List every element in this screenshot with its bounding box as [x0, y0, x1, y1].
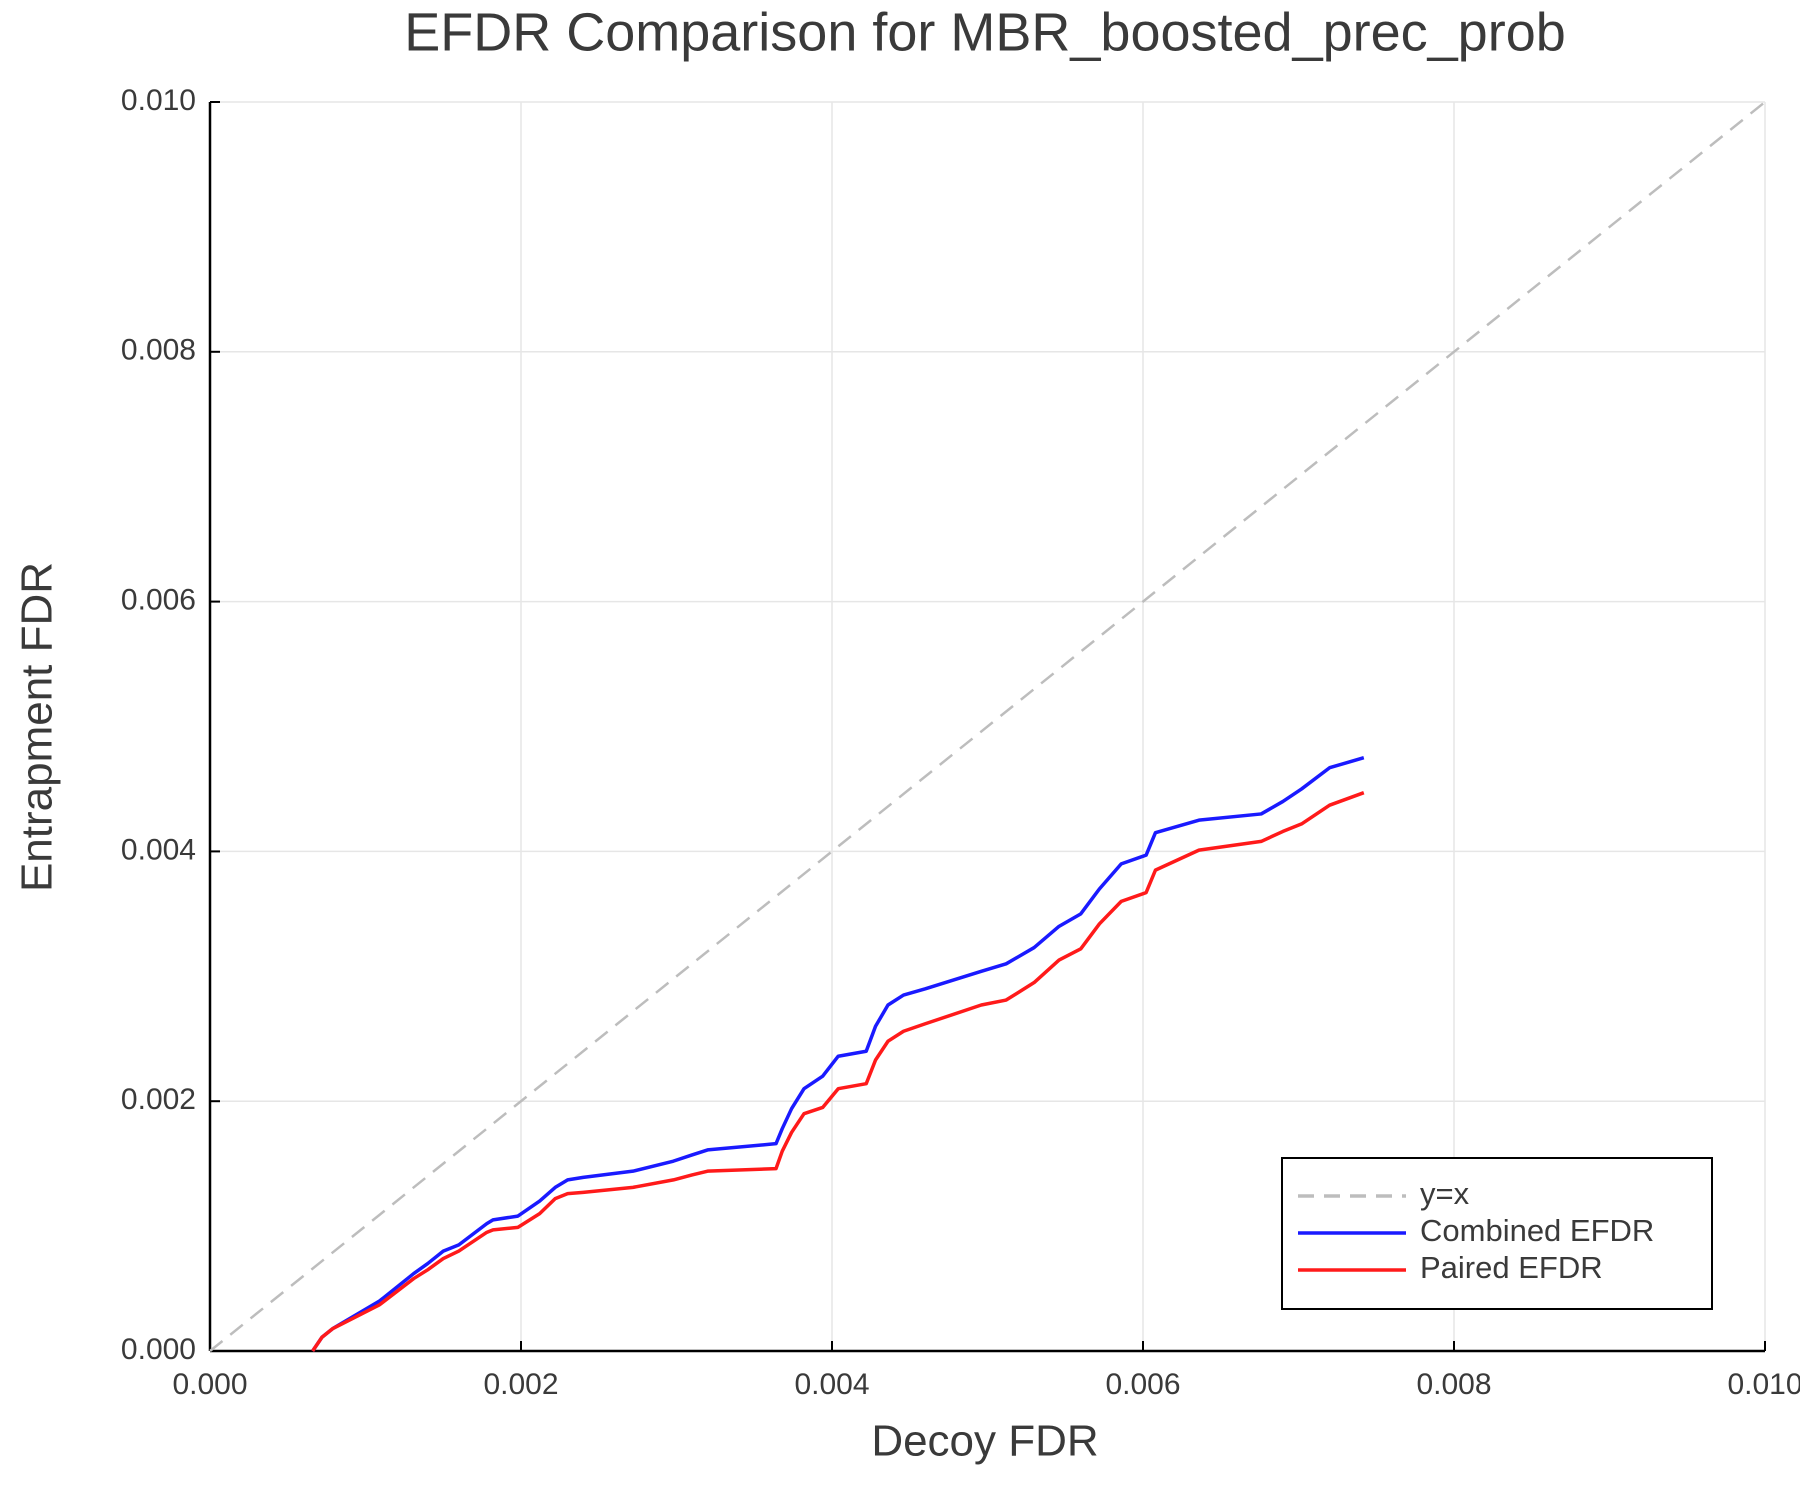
legend-label: Combined EFDR	[1420, 1213, 1654, 1248]
x-tick-label: 0.000	[172, 1368, 247, 1401]
x-tick-label: 0.008	[1416, 1368, 1491, 1401]
series-line	[311, 756, 1365, 1352]
series-line	[311, 791, 1365, 1352]
x-tick-label: 0.010	[1727, 1368, 1800, 1401]
x-tick-label: 0.002	[483, 1368, 558, 1401]
chart-title: EFDR Comparison for MBR_boosted_prec_pro…	[404, 2, 1566, 62]
y-tick-label: 0.010	[121, 84, 196, 117]
series-line	[209, 101, 1766, 1352]
y-axis-label: Entrapment FDR	[13, 562, 62, 892]
y-tick-label: 0.002	[121, 1083, 196, 1116]
x-tick-label: 0.006	[1105, 1368, 1180, 1401]
x-tick-label: 0.004	[794, 1368, 869, 1401]
y-tick-label: 0.004	[121, 833, 196, 866]
legend-label: y=x	[1420, 1176, 1470, 1211]
y-tick-label: 0.006	[121, 584, 196, 617]
legend-label: Paired EFDR	[1420, 1250, 1603, 1285]
x-axis-label: Decoy FDR	[871, 1417, 1098, 1466]
y-tick-label: 0.008	[121, 334, 196, 367]
y-tick-label: 0.000	[121, 1333, 196, 1366]
